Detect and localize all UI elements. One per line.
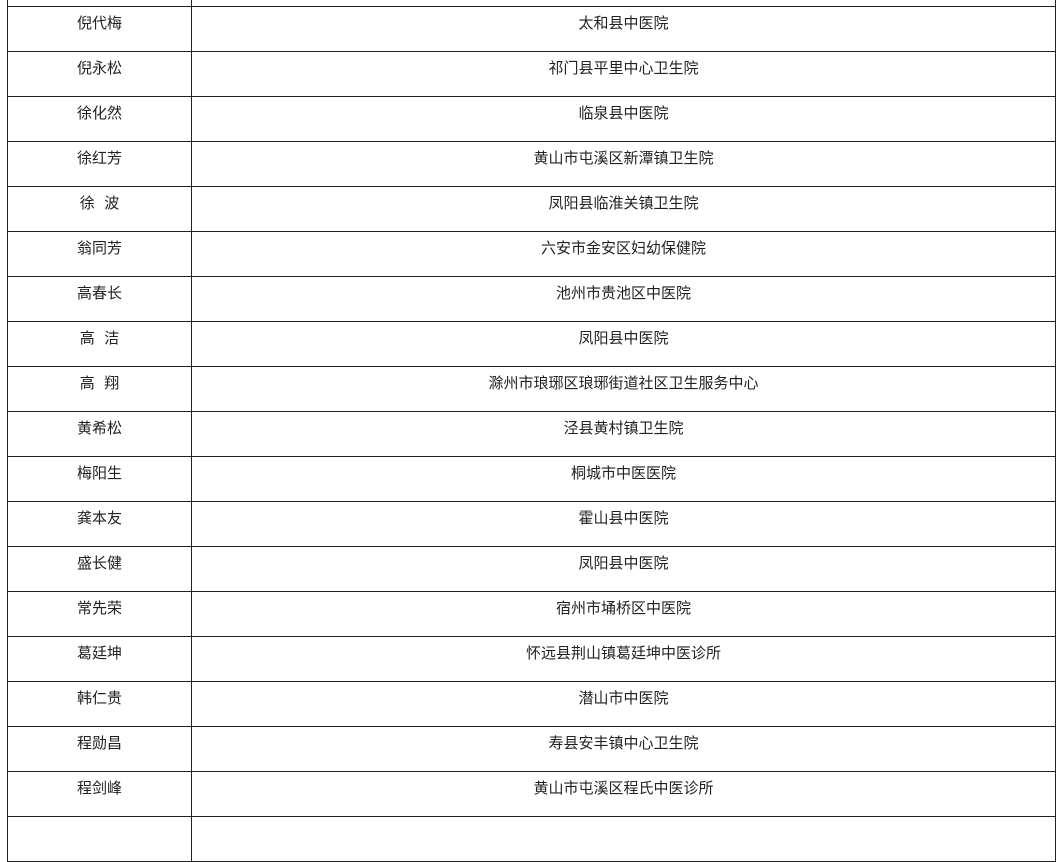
name-cell: 倪代梅 bbox=[7, 6, 192, 52]
institution-cell: 池州市贵池区中医院 bbox=[191, 276, 1056, 322]
name-cell-text: 高 洁 bbox=[79, 329, 120, 347]
institution-cell-text: 泾县黄村镇卫生院 bbox=[563, 419, 684, 437]
institution-cell-text: 寿县安丰镇中心卫生院 bbox=[548, 734, 699, 752]
institution-cell: 宿州市埇桥区中医院 bbox=[191, 591, 1056, 637]
table-row bbox=[7, 816, 1056, 862]
name-cell: 高春长 bbox=[7, 276, 192, 322]
name-cell-text: 龚本友 bbox=[76, 509, 122, 527]
name-institution-table: 倪代梅 太和县中医院 倪永松 祁门县平里中心卫生院 徐化然 临泉县中医院 徐红芳 黄山市屯溪区… bbox=[7, 0, 1056, 862]
institution-cell-text: 黄山市屯溪区程氏中医诊所 bbox=[533, 779, 714, 797]
name-cell-text: 倪代梅 bbox=[76, 14, 122, 32]
table-row: 黄希松 泾县黄村镇卫生院 bbox=[7, 411, 1056, 457]
institution-cell: 潜山市中医院 bbox=[191, 681, 1056, 727]
institution-cell-text: 临泉县中医院 bbox=[578, 104, 669, 122]
name-cell: 徐化然 bbox=[7, 96, 192, 142]
name-cell: 常先荣 bbox=[7, 591, 192, 637]
name-cell-text bbox=[8, 817, 191, 826]
name-cell: 翁同芳 bbox=[7, 231, 192, 277]
institution-cell: 凤阳县中医院 bbox=[191, 321, 1056, 367]
institution-cell: 霍山县中医院 bbox=[191, 501, 1056, 547]
institution-cell-text: 霍山县中医院 bbox=[578, 509, 669, 527]
name-cell-text: 高 翔 bbox=[79, 374, 120, 392]
name-cell-text: 徐化然 bbox=[76, 104, 122, 122]
name-cell: 盛长健 bbox=[7, 546, 192, 592]
name-cell-text: 倪永松 bbox=[76, 59, 122, 77]
name-cell bbox=[7, 816, 192, 862]
institution-cell: 黄山市屯溪区程氏中医诊所 bbox=[191, 771, 1056, 817]
table-row: 倪永松 祁门县平里中心卫生院 bbox=[7, 51, 1056, 97]
institution-cell-text: 凤阳县临淮关镇卫生院 bbox=[548, 194, 699, 212]
institution-cell: 临泉县中医院 bbox=[191, 96, 1056, 142]
institution-cell-text: 凤阳县中医院 bbox=[578, 554, 669, 572]
name-cell: 梅阳生 bbox=[7, 456, 192, 502]
institution-cell-text bbox=[192, 817, 1055, 826]
table-row: 龚本友 霍山县中医院 bbox=[7, 501, 1056, 547]
name-cell: 韩仁贵 bbox=[7, 681, 192, 727]
institution-cell: 太和县中医院 bbox=[191, 6, 1056, 52]
institution-cell: 泾县黄村镇卫生院 bbox=[191, 411, 1056, 457]
table-row: 盛长健 凤阳县中医院 bbox=[7, 546, 1056, 592]
name-cell: 徐 波 bbox=[7, 186, 192, 232]
institution-cell-text: 怀远县荆山镇葛廷坤中医诊所 bbox=[525, 644, 721, 662]
name-cell-text: 盛长健 bbox=[76, 554, 122, 572]
name-cell-text: 高春长 bbox=[76, 284, 122, 302]
institution-cell-text: 凤阳县中医院 bbox=[578, 329, 669, 347]
name-cell: 高 翔 bbox=[7, 366, 192, 412]
table-row: 葛廷坤 怀远县荆山镇葛廷坤中医诊所 bbox=[7, 636, 1056, 682]
institution-cell: 黄山市屯溪区新潭镇卫生院 bbox=[191, 141, 1056, 187]
name-cell-text: 徐 波 bbox=[79, 194, 120, 212]
institution-cell: 滁州市琅琊区琅琊街道社区卫生服务中心 bbox=[191, 366, 1056, 412]
name-cell: 程勋昌 bbox=[7, 726, 192, 772]
table-row: 徐 波 凤阳县临淮关镇卫生院 bbox=[7, 186, 1056, 232]
institution-cell-text: 滁州市琅琊区琅琊街道社区卫生服务中心 bbox=[488, 374, 759, 392]
table-row: 徐红芳 黄山市屯溪区新潭镇卫生院 bbox=[7, 141, 1056, 187]
table-row: 程勋昌 寿县安丰镇中心卫生院 bbox=[7, 726, 1056, 772]
name-cell: 黄希松 bbox=[7, 411, 192, 457]
name-cell: 龚本友 bbox=[7, 501, 192, 547]
institution-cell: 祁门县平里中心卫生院 bbox=[191, 51, 1056, 97]
table-row: 高 翔 滁州市琅琊区琅琊街道社区卫生服务中心 bbox=[7, 366, 1056, 412]
institution-cell-text: 宿州市埇桥区中医院 bbox=[555, 599, 691, 617]
institution-cell-text: 潜山市中医院 bbox=[578, 689, 669, 707]
institution-cell-text: 桐城市中医医院 bbox=[570, 464, 676, 482]
institution-cell-text: 太和县中医院 bbox=[578, 14, 669, 32]
name-cell: 徐红芳 bbox=[7, 141, 192, 187]
table-row: 常先荣 宿州市埇桥区中医院 bbox=[7, 591, 1056, 637]
table-row: 翁同芳 六安市金安区妇幼保健院 bbox=[7, 231, 1056, 277]
name-cell-text: 徐红芳 bbox=[76, 149, 122, 167]
institution-cell-text: 祁门县平里中心卫生院 bbox=[548, 59, 699, 77]
institution-cell: 怀远县荆山镇葛廷坤中医诊所 bbox=[191, 636, 1056, 682]
institution-cell: 寿县安丰镇中心卫生院 bbox=[191, 726, 1056, 772]
name-cell-text: 常先荣 bbox=[76, 599, 122, 617]
institution-cell bbox=[191, 816, 1056, 862]
institution-cell-text: 黄山市屯溪区新潭镇卫生院 bbox=[533, 149, 714, 167]
name-cell-text: 葛廷坤 bbox=[76, 644, 122, 662]
name-cell: 高 洁 bbox=[7, 321, 192, 367]
table-row: 程剑峰 黄山市屯溪区程氏中医诊所 bbox=[7, 771, 1056, 817]
name-cell: 葛廷坤 bbox=[7, 636, 192, 682]
name-cell-text: 程剑峰 bbox=[76, 779, 122, 797]
institution-cell: 六安市金安区妇幼保健院 bbox=[191, 231, 1056, 277]
table-row: 徐化然 临泉县中医院 bbox=[7, 96, 1056, 142]
name-cell: 程剑峰 bbox=[7, 771, 192, 817]
table-row: 高春长 池州市贵池区中医院 bbox=[7, 276, 1056, 322]
institution-cell: 桐城市中医医院 bbox=[191, 456, 1056, 502]
name-cell-text: 韩仁贵 bbox=[76, 689, 122, 707]
name-cell-text: 黄希松 bbox=[76, 419, 122, 437]
institution-cell-text: 六安市金安区妇幼保健院 bbox=[540, 239, 706, 257]
name-cell-text: 程勋昌 bbox=[76, 734, 122, 752]
table-row: 高 洁 凤阳县中医院 bbox=[7, 321, 1056, 367]
table-row: 梅阳生 桐城市中医医院 bbox=[7, 456, 1056, 502]
institution-cell-text: 池州市贵池区中医院 bbox=[555, 284, 691, 302]
name-cell-text: 梅阳生 bbox=[76, 464, 122, 482]
name-cell: 倪永松 bbox=[7, 51, 192, 97]
table-row: 韩仁贵 潜山市中医院 bbox=[7, 681, 1056, 727]
institution-cell: 凤阳县临淮关镇卫生院 bbox=[191, 186, 1056, 232]
table-row: 倪代梅 太和县中医院 bbox=[7, 6, 1056, 52]
table-body: 倪代梅 太和县中医院 倪永松 祁门县平里中心卫生院 徐化然 临泉县中医院 徐红芳 黄山市屯溪区… bbox=[7, 0, 1056, 862]
institution-cell: 凤阳县中医院 bbox=[191, 546, 1056, 592]
name-cell-text: 翁同芳 bbox=[76, 239, 122, 257]
